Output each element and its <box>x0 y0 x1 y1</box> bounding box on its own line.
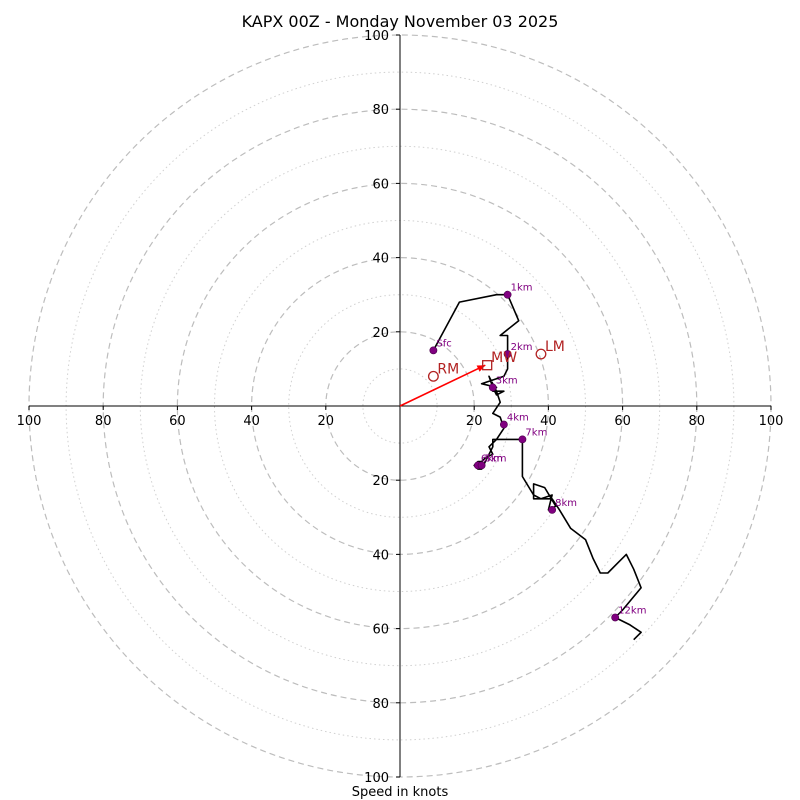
storm-motion-vector <box>399 364 486 407</box>
y-tick-label: 20 <box>372 474 389 489</box>
hodograph-trace <box>432 293 642 641</box>
chart-title: KAPX 00Z - Monday November 03 2025 <box>242 12 559 31</box>
height-point-5km <box>477 461 486 470</box>
y-tick-label: 100 <box>364 771 389 786</box>
x-tick-label: 40 <box>243 414 260 429</box>
height-point-7km <box>518 435 527 444</box>
x-tick-label: 60 <box>169 414 186 429</box>
hodograph-trace-group <box>432 293 642 641</box>
height-label-8km: 8km <box>555 498 577 509</box>
height-label-12km: 12km <box>618 605 646 616</box>
x-tick-label: 20 <box>318 414 335 429</box>
x-tick-label: 100 <box>759 414 784 429</box>
storm-motion-markers: RM LM MW <box>427 339 565 382</box>
height-label-1km: 1km <box>511 283 533 294</box>
height-label-5km: 5km <box>485 453 507 464</box>
motion-marker-rm <box>427 370 439 382</box>
motion-label-lm: LM <box>545 339 565 355</box>
y-tick-label: 80 <box>372 103 389 118</box>
height-point-4km <box>499 420 508 429</box>
x-tick-label: 100 <box>17 414 42 429</box>
y-tick-label: 40 <box>372 252 389 267</box>
y-tick-label: 20 <box>372 326 389 341</box>
x-tick-label: 20 <box>466 414 483 429</box>
y-tick-label: 60 <box>372 623 389 638</box>
x-axis-label: Speed in knots <box>352 785 449 800</box>
height-label-7km: 7km <box>525 427 547 438</box>
x-tick-label: 80 <box>95 414 112 429</box>
y-tick-label: 40 <box>372 548 389 563</box>
motion-label-mw: MW <box>491 350 517 366</box>
y-tick-label: 60 <box>372 177 389 192</box>
height-label-sfc: Sfc <box>436 338 451 349</box>
height-label-6km: 6km <box>481 453 503 464</box>
height-point-2km <box>503 350 512 358</box>
x-tick-label: 60 <box>614 414 631 429</box>
y-tick-label: 100 <box>364 29 389 44</box>
height-label-4km: 4km <box>507 413 529 424</box>
height-point-1km <box>503 290 512 299</box>
height-point-12km <box>611 613 620 622</box>
x-tick-label: 80 <box>689 414 706 429</box>
height-point-3km <box>488 383 497 392</box>
y-tick-label: 80 <box>372 697 389 712</box>
height-point-8km <box>548 505 557 514</box>
x-tick-label: 40 <box>540 414 557 429</box>
height-label-2km: 2km <box>511 342 533 353</box>
height-point-sfc <box>429 346 438 355</box>
tick-labels: 100 80 60 40 20 20 40 60 80 100 100 80 60 40 20 20 40 60 8… <box>17 29 784 786</box>
motion-marker-mw <box>482 360 493 371</box>
height-label-3km: 3km <box>496 375 518 386</box>
motion-label-rm: RM <box>437 361 459 377</box>
motion-marker-lm <box>535 348 547 360</box>
